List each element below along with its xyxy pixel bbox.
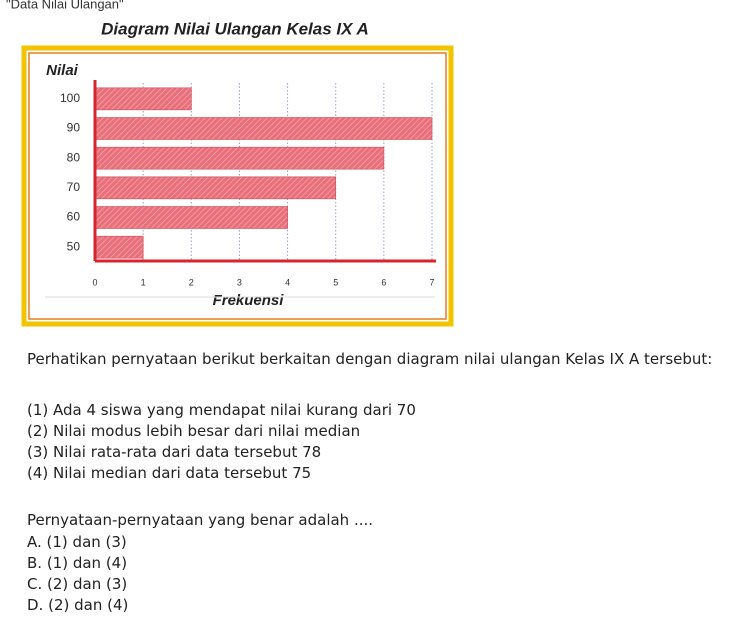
x-tick-label: 0 <box>92 277 97 287</box>
chart: "Data Nilai Ulangan" Diagram Nilai Ulang… <box>6 0 454 327</box>
x-axis-label: Frekuensi <box>213 292 285 309</box>
text-line: C. (2) dan (3) <box>27 575 128 593</box>
y-tick-label: 50 <box>67 239 81 253</box>
x-tick-label: 4 <box>285 277 290 287</box>
frame-inner <box>28 52 447 320</box>
caption: "Data Nilai Ulangan" <box>6 0 124 11</box>
text-line: (3) Nilai rata-rata dari data tersebut 7… <box>27 443 322 461</box>
text-line: (4) Nilai median dari data tersebut 75 <box>27 464 312 482</box>
bar <box>94 146 385 170</box>
y-tick-label: 80 <box>67 150 81 164</box>
y-tick-label: 60 <box>67 210 81 224</box>
y-tick-label: 100 <box>60 91 80 105</box>
y-tick-label: 70 <box>67 180 81 194</box>
bar <box>94 117 433 140</box>
prompt: Pernyataan-pernyataan yang benar adalah … <box>27 511 374 529</box>
text-line: (1) Ada 4 siswa yang mendapat nilai kura… <box>27 401 416 419</box>
text-line: D. (2) dan (4) <box>27 596 129 614</box>
x-tick-label: 2 <box>189 277 194 287</box>
x-tick-label: 7 <box>429 277 434 287</box>
bar <box>94 206 288 229</box>
text-line: A. (1) dan (3) <box>27 533 127 551</box>
y-axis-label: Nilai <box>46 62 79 79</box>
chart-title: Diagram Nilai Ulangan Kelas IX A <box>101 19 369 38</box>
intro: Perhatikan pernyataan berikut berkaitan … <box>27 350 713 368</box>
bar <box>94 87 192 111</box>
text-line: B. (1) dan (4) <box>27 554 128 572</box>
x-tick-label: 5 <box>333 277 338 287</box>
bar <box>94 176 337 200</box>
text-line: (2) Nilai modus lebih besar dari nilai m… <box>27 422 361 440</box>
x-tick-label: 3 <box>237 277 242 287</box>
bar <box>94 235 144 259</box>
x-tick-label: 6 <box>381 277 386 287</box>
x-tick-label: 1 <box>141 277 146 287</box>
y-tick-label: 90 <box>67 121 81 135</box>
